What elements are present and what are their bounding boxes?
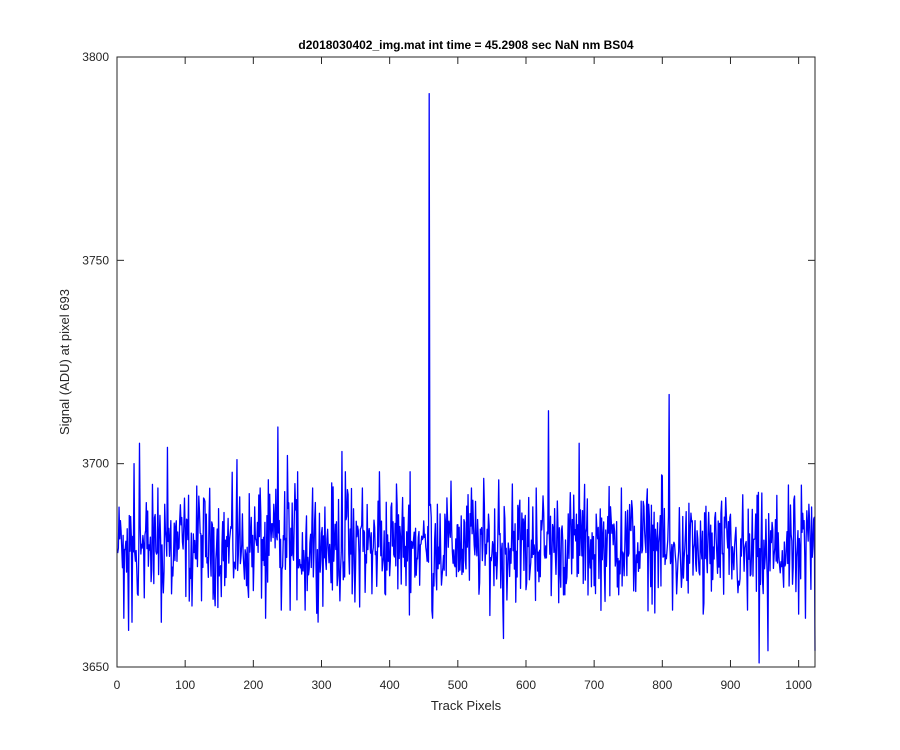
- plot-series: [117, 92, 816, 664]
- x-tick-label: 800: [652, 678, 672, 692]
- y-axis-label: Signal (ADU) at pixel 693: [57, 289, 72, 435]
- x-tick-label: 300: [311, 678, 331, 692]
- x-tick-label: 500: [448, 678, 468, 692]
- x-tick-label: 900: [720, 678, 740, 692]
- x-tick-label: 0: [114, 678, 121, 692]
- x-tick-label: 100: [175, 678, 195, 692]
- signal-line: [117, 92, 816, 664]
- x-axis-label: Track Pixels: [431, 698, 502, 713]
- x-tick-label: 1000: [785, 678, 812, 692]
- axes-box: [116, 56, 816, 668]
- y-tick-label: 3650: [82, 660, 109, 674]
- chart-title: d2018030402_img.mat int time = 45.2908 s…: [298, 38, 634, 52]
- x-tick-label: 200: [243, 678, 263, 692]
- y-tick-label: 3750: [82, 253, 109, 267]
- x-tick-label: 400: [380, 678, 400, 692]
- y-tick-label: 3700: [82, 457, 109, 471]
- y-tick-label: 3800: [82, 50, 109, 64]
- ticks: 0 100 200 300 400 500 600 700 800 900 1000 3650 3700…: [82, 50, 815, 692]
- x-tick-label: 600: [516, 678, 536, 692]
- x-tick-label: 700: [584, 678, 604, 692]
